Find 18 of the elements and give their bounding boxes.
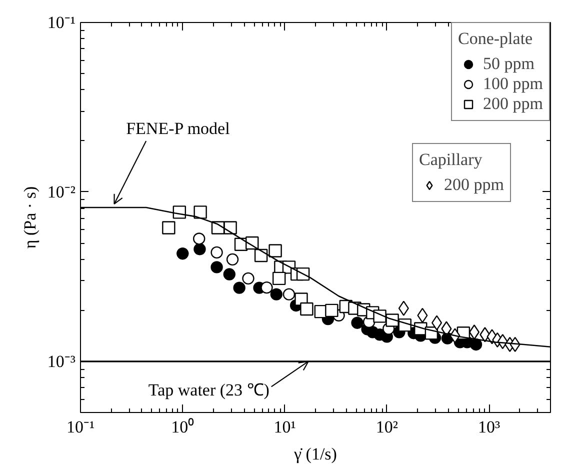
legend-label: 50 ppm	[483, 54, 534, 74]
legend-label: 200 ppm	[444, 175, 504, 195]
y-tick-label: 10⁻³	[47, 352, 76, 371]
legend-title: Cone-plate	[458, 29, 534, 49]
x-tick-label: 10⁻¹	[66, 418, 95, 436]
y-tick-label: 10⁻²	[47, 182, 76, 202]
legend-label: 200 ppm	[483, 94, 543, 114]
x-tick-label: 10¹	[274, 418, 296, 436]
annotation: Capillary	[419, 150, 484, 170]
y-axis-title: η (Pa · s)	[20, 186, 40, 249]
x-tick-label: 10⁰	[171, 418, 194, 436]
y-tick-label: 10⁻¹	[47, 13, 76, 32]
x-axis-title: γ̇ (1/s)	[293, 444, 337, 464]
ref-line-label: Tap water (23 ℃)	[148, 380, 270, 400]
x-tick-label: 10³	[478, 418, 500, 436]
x-tick-label: 10²	[376, 418, 398, 436]
legend-label: 100 ppm	[483, 74, 543, 94]
annotation: FENE-P model	[126, 118, 230, 138]
